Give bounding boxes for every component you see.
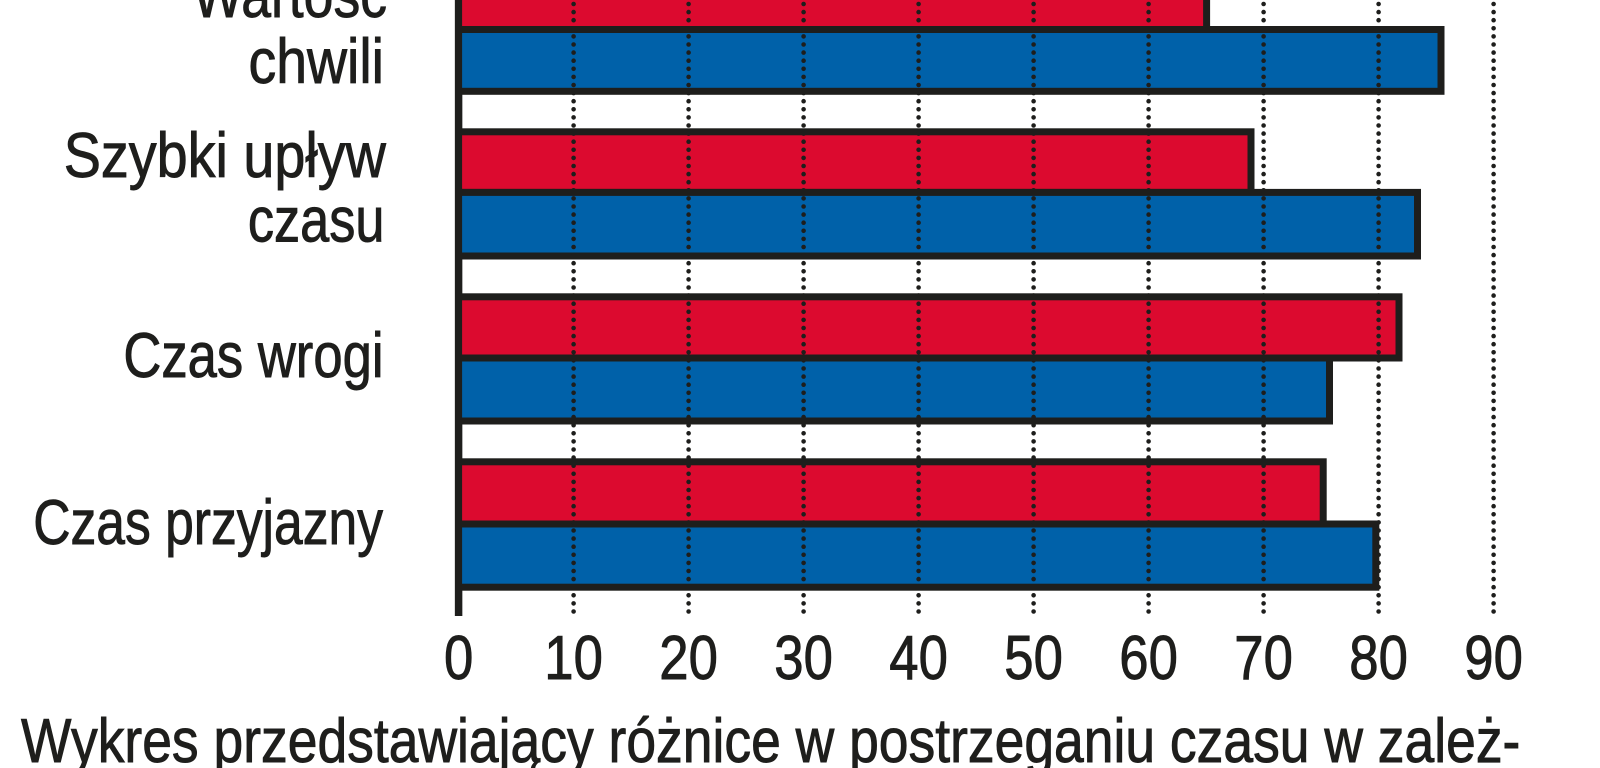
svg-text:40: 40 xyxy=(889,624,948,693)
svg-text:0: 0 xyxy=(444,624,473,693)
svg-text:Szybki upływ: Szybki upływ xyxy=(64,120,387,191)
svg-text:Wykres przedstawiający różnice: Wykres przedstawiający różnice w postrze… xyxy=(21,707,1520,768)
svg-text:chwili: chwili xyxy=(248,26,384,97)
svg-text:Czas wrogi: Czas wrogi xyxy=(123,321,383,392)
svg-text:30: 30 xyxy=(774,624,833,693)
svg-text:20: 20 xyxy=(659,624,718,693)
svg-text:czasu: czasu xyxy=(248,186,385,256)
svg-text:Czas przyjazny: Czas przyjazny xyxy=(33,488,383,558)
svg-text:80: 80 xyxy=(1349,624,1408,693)
svg-text:10: 10 xyxy=(544,624,603,693)
svg-text:50: 50 xyxy=(1004,624,1063,693)
svg-text:90: 90 xyxy=(1464,624,1523,693)
svg-text:60: 60 xyxy=(1119,624,1178,693)
svg-text:Wartość: Wartość xyxy=(193,0,387,31)
svg-text:70: 70 xyxy=(1234,624,1293,693)
